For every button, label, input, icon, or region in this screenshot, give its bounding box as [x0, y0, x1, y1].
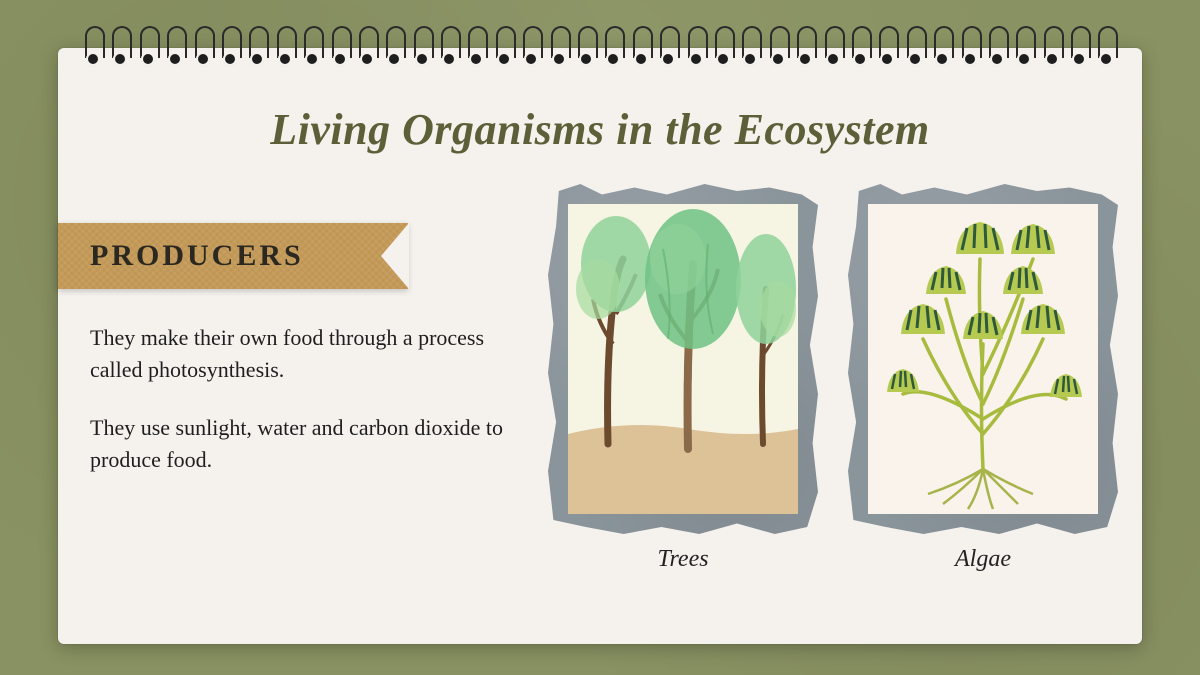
spiral-ring: [274, 24, 296, 74]
body-text: They make their own food through a proce…: [90, 322, 510, 502]
spiral-ring: [1068, 24, 1090, 74]
spiral-ring: [246, 24, 268, 74]
trees-icon: [568, 204, 798, 514]
caption-trees: Trees: [548, 546, 818, 573]
spiral-ring: [986, 24, 1008, 74]
ribbon-label: PRODUCERS: [90, 239, 304, 273]
spiral-ring: [383, 24, 405, 74]
figure-trees: Trees: [548, 184, 818, 573]
spiral-ring: [602, 24, 624, 74]
spiral-ring: [137, 24, 159, 74]
section-ribbon: PRODUCERS: [58, 223, 408, 289]
torn-paper-frame: [548, 184, 818, 534]
spiral-ring: [82, 24, 104, 74]
spiral-ring: [329, 24, 351, 74]
spiral-ring: [1013, 24, 1035, 74]
spiral-ring: [794, 24, 816, 74]
spiral-ring: [1095, 24, 1117, 74]
spiral-ring: [548, 24, 570, 74]
figure-algae: Algae: [848, 184, 1118, 573]
spiral-ring: [767, 24, 789, 74]
spiral-ring: [411, 24, 433, 74]
caption-algae: Algae: [848, 546, 1118, 573]
spiral-ring: [219, 24, 241, 74]
page-title: Living Organisms in the Ecosystem: [58, 104, 1142, 155]
illustration-algae: [868, 204, 1098, 514]
spiral-ring: [164, 24, 186, 74]
spiral-binding: [82, 24, 1118, 74]
paragraph-1: They make their own food through a proce…: [90, 322, 510, 386]
spiral-ring: [575, 24, 597, 74]
spiral-ring: [301, 24, 323, 74]
spiral-ring: [712, 24, 734, 74]
algae-icon: [868, 204, 1098, 514]
notebook-page: Living Organisms in the Ecosystem PRODUC…: [58, 48, 1142, 644]
spiral-ring: [904, 24, 926, 74]
spiral-ring: [822, 24, 844, 74]
spiral-ring: [630, 24, 652, 74]
torn-paper-frame: [848, 184, 1118, 534]
spiral-ring: [520, 24, 542, 74]
spiral-ring: [931, 24, 953, 74]
spiral-ring: [739, 24, 761, 74]
spiral-ring: [493, 24, 515, 74]
spiral-ring: [1041, 24, 1063, 74]
spiral-ring: [685, 24, 707, 74]
spiral-ring: [192, 24, 214, 74]
illustration-trees: [568, 204, 798, 514]
spiral-ring: [959, 24, 981, 74]
paragraph-2: They use sunlight, water and carbon diox…: [90, 412, 510, 476]
spiral-ring: [876, 24, 898, 74]
spiral-ring: [109, 24, 131, 74]
spiral-ring: [657, 24, 679, 74]
spiral-ring: [465, 24, 487, 74]
spiral-ring: [356, 24, 378, 74]
spiral-ring: [849, 24, 871, 74]
spiral-ring: [438, 24, 460, 74]
